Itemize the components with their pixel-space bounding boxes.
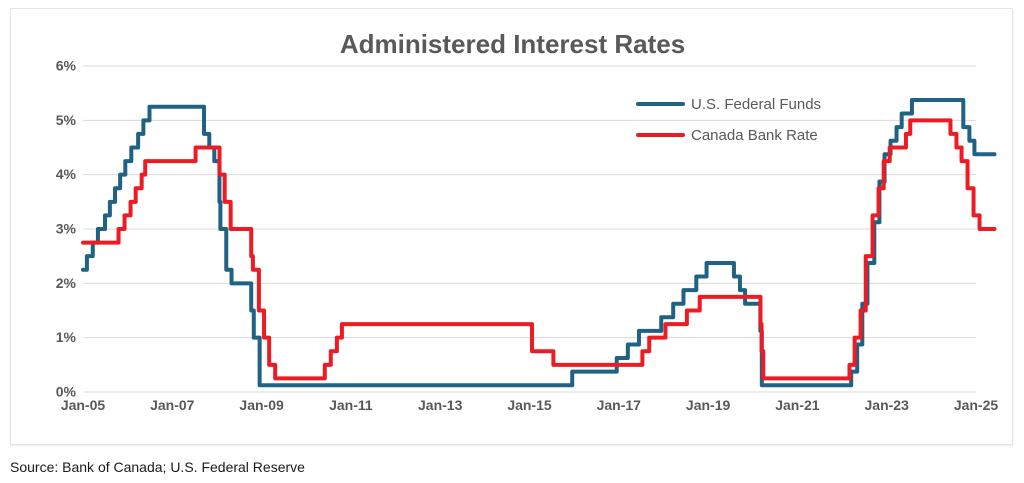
svg-text:2%: 2% xyxy=(56,275,77,291)
svg-text:Jan-21: Jan-21 xyxy=(775,397,820,413)
svg-text:Canada Bank Rate: Canada Bank Rate xyxy=(691,127,818,144)
svg-text:Jan-15: Jan-15 xyxy=(507,397,552,413)
svg-text:Jan-25: Jan-25 xyxy=(954,397,999,413)
svg-text:Jan-07: Jan-07 xyxy=(150,397,195,413)
svg-text:6%: 6% xyxy=(56,58,77,74)
svg-text:5%: 5% xyxy=(56,112,77,128)
svg-text:3%: 3% xyxy=(56,221,77,237)
svg-text:Jan-23: Jan-23 xyxy=(865,397,910,413)
svg-text:Jan-11: Jan-11 xyxy=(329,397,373,413)
svg-text:U.S. Federal Funds: U.S. Federal Funds xyxy=(691,96,821,113)
svg-text:Jan-05: Jan-05 xyxy=(61,397,106,413)
svg-text:Jan-09: Jan-09 xyxy=(239,397,284,413)
svg-text:Jan-13: Jan-13 xyxy=(418,397,463,413)
svg-text:Jan-17: Jan-17 xyxy=(597,397,642,413)
svg-text:Jan-19: Jan-19 xyxy=(686,397,731,413)
svg-text:1%: 1% xyxy=(56,329,77,345)
svg-text:4%: 4% xyxy=(56,166,77,182)
